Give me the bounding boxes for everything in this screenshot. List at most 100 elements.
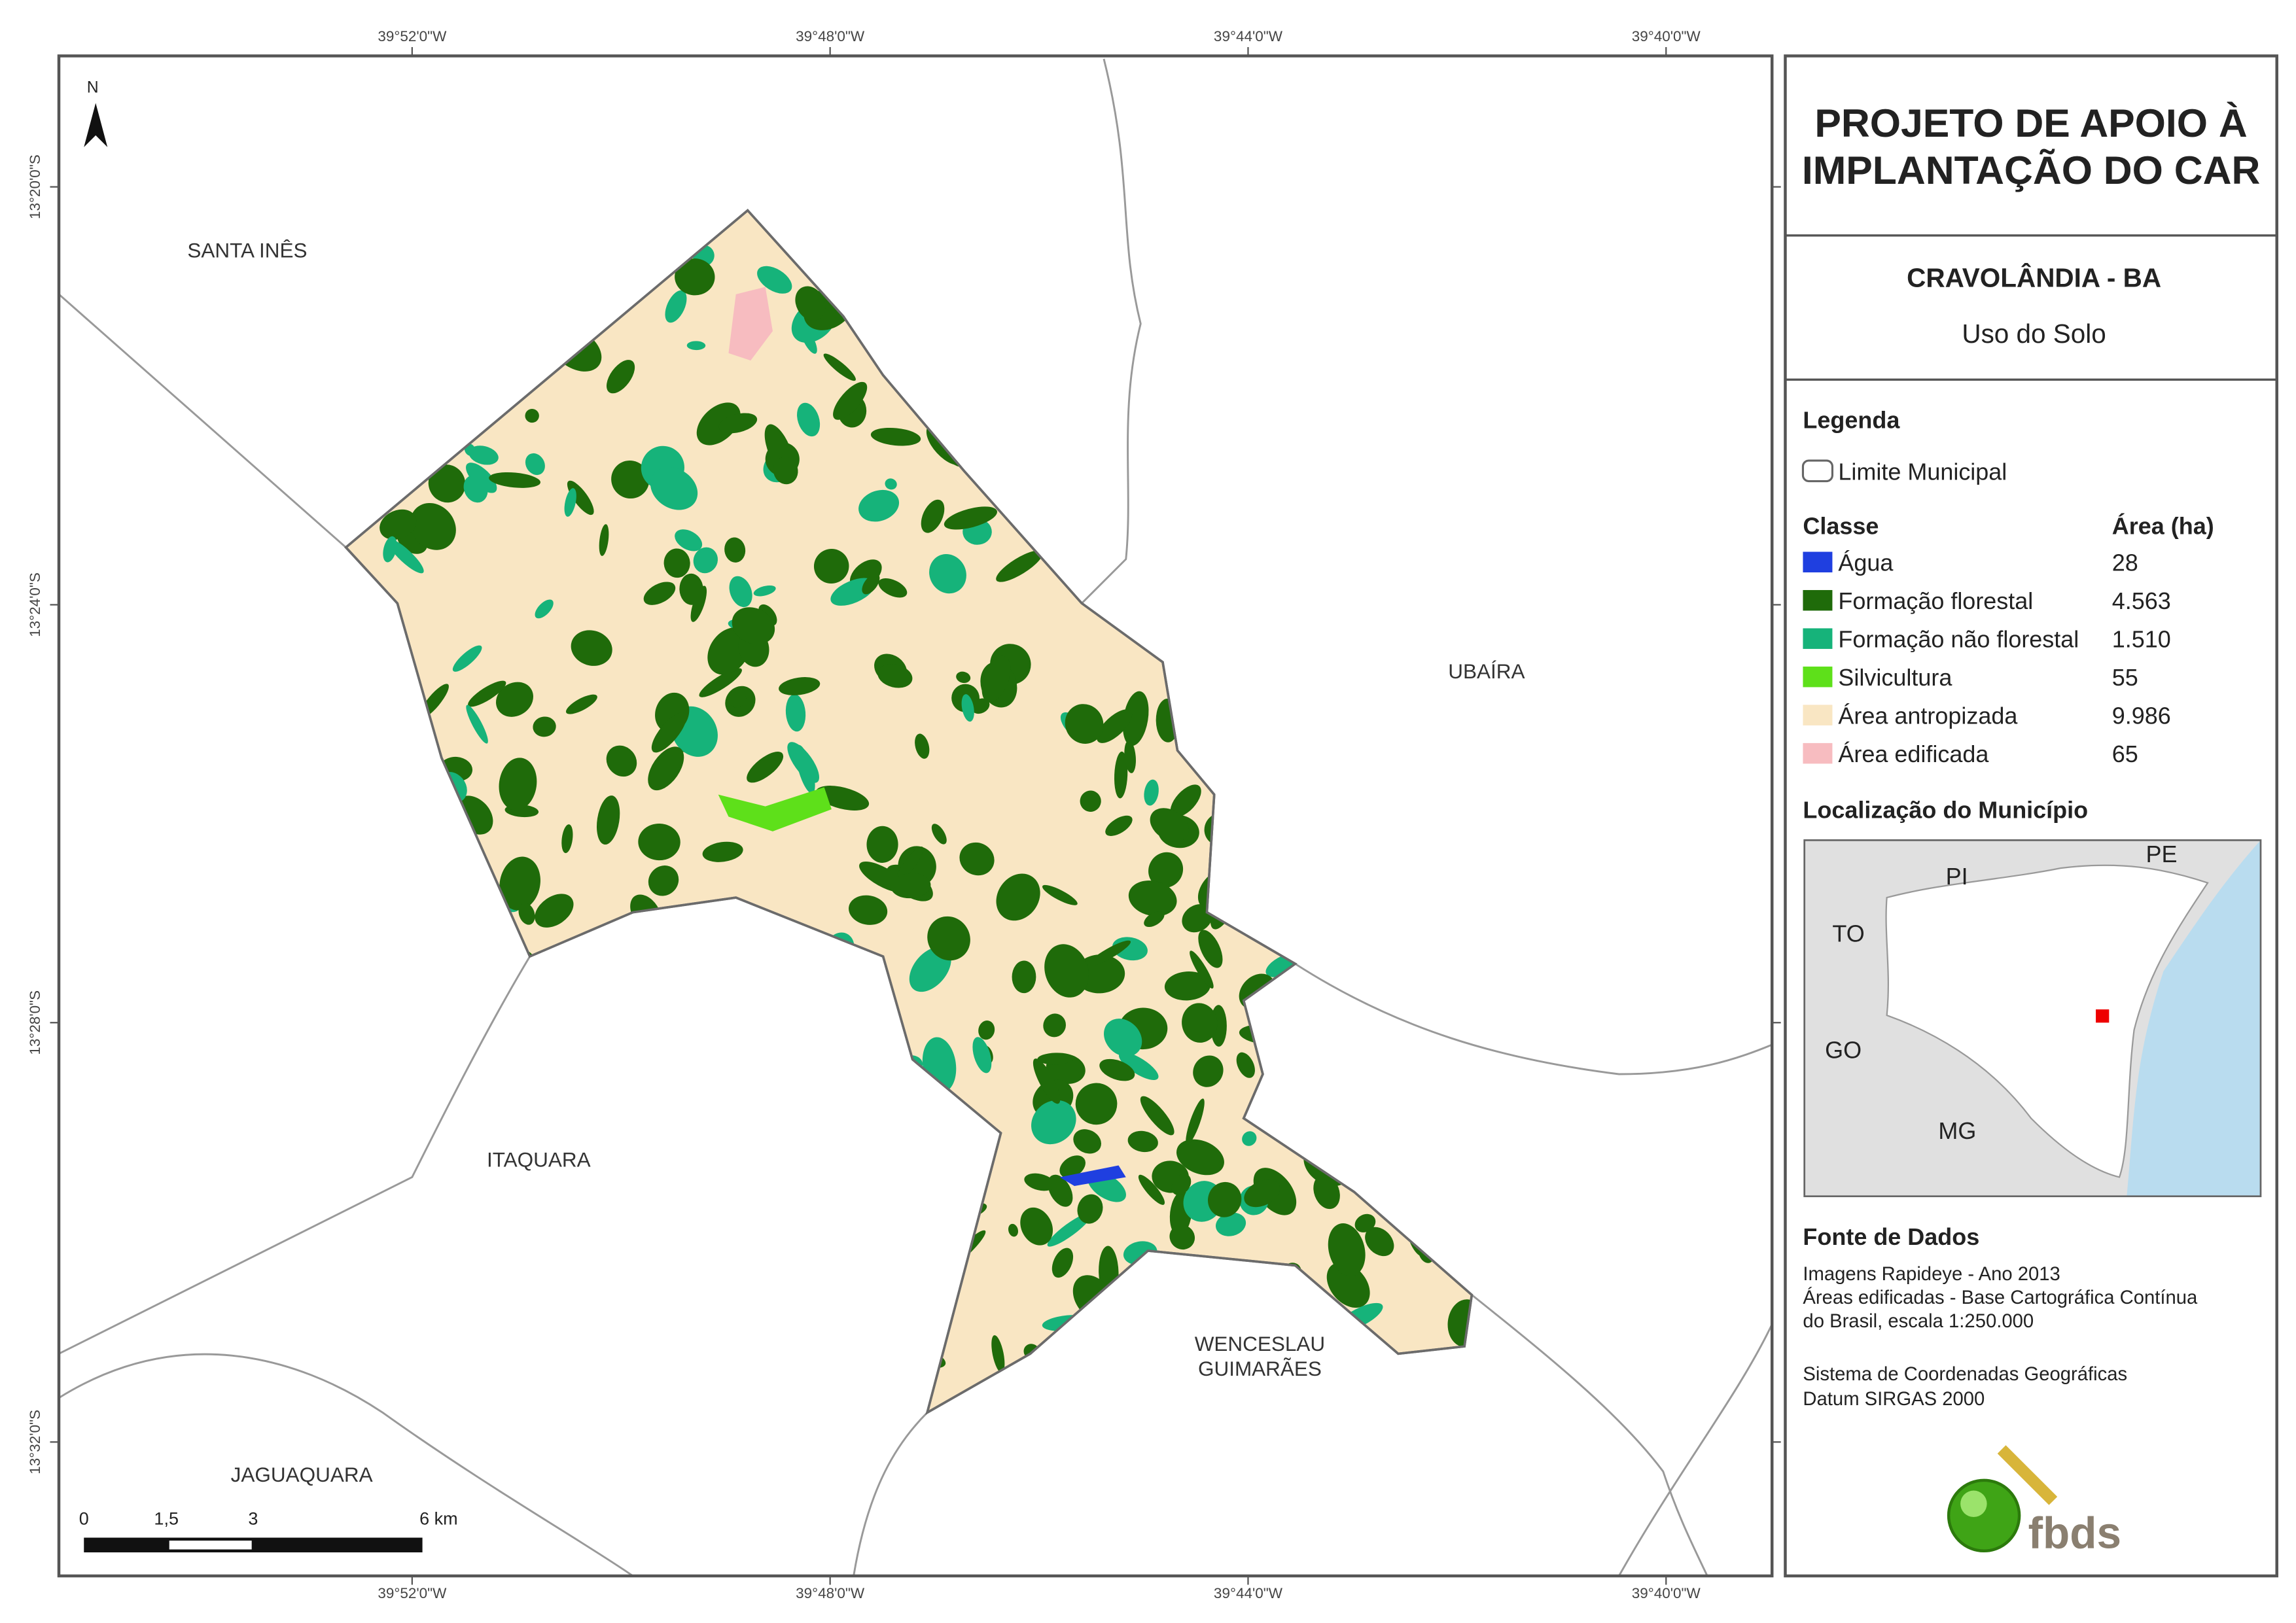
patch [643, 582, 676, 605]
title: IMPLANTAÇÃO DO CAR [1802, 148, 2260, 192]
patch [1124, 740, 1136, 773]
patch [885, 478, 897, 490]
patch [797, 402, 821, 437]
patch [525, 409, 539, 423]
patch [1024, 1173, 1055, 1191]
location-inset [1803, 839, 2262, 1198]
patch [753, 585, 776, 597]
patch [859, 862, 907, 893]
patch [1176, 1139, 1224, 1176]
patch [981, 655, 1011, 703]
patch [1313, 1174, 1340, 1210]
patch [1365, 1227, 1394, 1257]
patch [466, 705, 488, 744]
lon-label: 39°40'0"W [1632, 28, 1701, 44]
class-swatch [1803, 589, 1833, 611]
patch [877, 664, 913, 688]
patch [1077, 1194, 1103, 1224]
patch [866, 826, 898, 863]
patch [728, 689, 747, 708]
patch [1008, 1223, 1019, 1237]
patch [1105, 815, 1133, 836]
north-label: N [87, 79, 99, 97]
patch [452, 645, 482, 672]
patch [663, 548, 690, 578]
boundary-label: Limite Municipal [1838, 458, 2007, 485]
patch [571, 630, 612, 666]
patch [1148, 852, 1184, 888]
patch [931, 824, 947, 845]
location-title: Localização do Município [1803, 797, 2088, 824]
patch [496, 682, 533, 717]
patch [757, 266, 792, 294]
patch [1059, 1155, 1086, 1178]
patch [1051, 1248, 1074, 1278]
patch [991, 1335, 1005, 1373]
patch [1097, 709, 1133, 743]
map-frame [57, 54, 1774, 1578]
source-title: Fonte de Dados [1803, 1223, 1979, 1250]
source-line: do Brasil, escala 1:250.000 [1803, 1311, 2034, 1332]
patch [606, 745, 637, 777]
patch [611, 461, 650, 499]
neighbor-label: ITAQUARA [487, 1148, 591, 1172]
patch [702, 841, 743, 862]
patch [1033, 1058, 1061, 1104]
patch [724, 537, 746, 563]
patch [1182, 1003, 1218, 1043]
lat-label: 13°28'0"S [27, 990, 43, 1055]
patch [858, 489, 900, 522]
patch [870, 427, 921, 446]
subtitle: Uso do Solo [1962, 319, 2106, 349]
patch [1171, 1174, 1192, 1196]
patch [518, 903, 535, 925]
neighbor-label: WENCESLAU [1195, 1332, 1325, 1355]
patch [1244, 1179, 1280, 1208]
patch [1198, 930, 1223, 968]
patch [564, 488, 576, 517]
patch [648, 746, 684, 791]
patch [1207, 1181, 1242, 1217]
lat-label: 13°32'0"S [27, 1410, 43, 1475]
patch [1020, 1207, 1053, 1246]
area-header: Área (ha) [2112, 513, 2214, 540]
patch [1193, 1055, 1224, 1087]
patch [1122, 691, 1149, 746]
patch [651, 712, 687, 753]
class-name: Formação não florestal [1838, 626, 2079, 653]
patch [1169, 1225, 1195, 1250]
patch [638, 823, 680, 861]
patch [971, 698, 990, 714]
source-line: Datum SIRGAS 2000 [1803, 1389, 1985, 1410]
class-area: 65 [2112, 741, 2138, 767]
patch [1215, 1212, 1246, 1236]
patch [607, 360, 635, 394]
lon-label: 39°40'0"W [1632, 1585, 1701, 1601]
class-name: Silvicultura [1838, 664, 1952, 691]
patch [1037, 1053, 1074, 1065]
state-label: PI [1946, 863, 1968, 890]
patch [927, 916, 970, 961]
patch [489, 472, 540, 488]
patch [596, 795, 620, 845]
lon-label: 39°48'0"W [796, 28, 865, 44]
patch [1114, 751, 1128, 799]
side-panel [1784, 54, 2278, 1578]
patch [785, 694, 806, 732]
patch [1190, 951, 1214, 989]
patch [561, 824, 573, 854]
patch [1119, 1052, 1159, 1080]
patch [1326, 1262, 1370, 1308]
neighbor-label: JAGUAQUARA [231, 1463, 373, 1486]
patch [1080, 790, 1101, 812]
class-header: Classe [1803, 513, 1879, 540]
patch [728, 287, 773, 361]
north-arrow [84, 103, 108, 147]
logo-mark [1947, 1445, 2058, 1553]
patch [468, 445, 499, 465]
neighbor-label: SANTA INÊS [187, 239, 307, 262]
patch [978, 1021, 995, 1040]
patch [1104, 1019, 1142, 1057]
municipality-name: CRAVOLÂNDIA - BA [1907, 263, 2161, 293]
